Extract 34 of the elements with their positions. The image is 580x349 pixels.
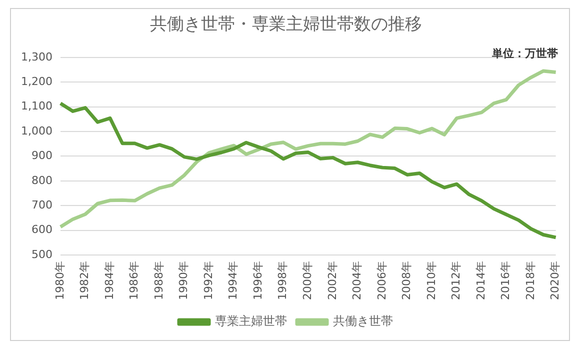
legend-label: 共働き世帯 [333,314,393,328]
x-tick-label: 2014年 [474,261,488,300]
y-tick-label: 500 [31,248,52,261]
x-tick-label: 2016年 [499,261,512,300]
x-tick-label: 1998年 [276,261,290,300]
x-tick-label: 2006年 [375,261,388,300]
y-tick-label: 1,300 [20,50,52,64]
x-tick-label: 1994年 [226,261,240,300]
annotation: 単位：万世帯 [492,46,558,61]
x-tick-label: 2010年 [424,261,438,300]
x-tick-label: 1984年 [102,261,116,300]
x-tick-label: 1996年 [251,261,264,300]
x-tick-label: 2020年 [548,261,562,300]
x-tick-label: 2012年 [450,261,463,300]
y-tick-label: 1,100 [20,100,52,113]
x-tick-label: 1980年 [53,261,66,300]
y-tick-label: 1,000 [20,124,52,138]
x-tick-label: 1992年 [202,261,215,300]
x-tick-label: 1990年 [177,261,190,300]
legend-label: 専業主婦世帯 [215,314,287,328]
chart-title: 共働き世帯・専業主婦世帯数の推移 [150,14,422,35]
y-tick-label: 600 [31,223,52,236]
x-tick-label: 2000年 [301,261,314,300]
x-tick-label: 2018年 [524,261,537,300]
x-tick-label: 2002年 [326,261,339,300]
x-tick-label: 1982年 [78,261,92,300]
y-tick-label: 800 [31,174,52,187]
y-tick-label: 1,200 [20,74,52,88]
y-tick-label: 900 [31,149,52,162]
x-tick-label: 2004年 [350,261,364,300]
x-tick-label: 2008年 [400,261,414,300]
y-tick-label: 700 [31,198,52,212]
x-tick-label: 1988年 [152,261,166,300]
x-tick-label: 1986年 [128,261,141,300]
